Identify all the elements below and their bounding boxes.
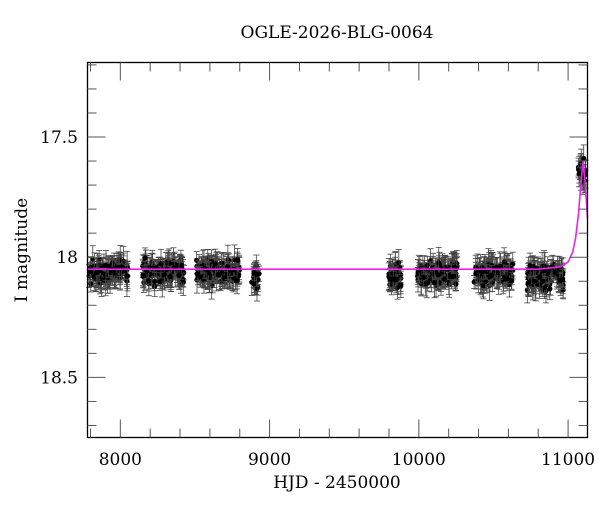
chart-title: OGLE-2026-BLG-0064 xyxy=(241,23,434,43)
plot-frame xyxy=(86,61,589,439)
x-tick-label: 9000 xyxy=(248,450,291,470)
y-tick-label: 18 xyxy=(56,248,78,268)
axis-ticks xyxy=(87,62,588,438)
y-axis-label: I magnitude xyxy=(12,198,32,302)
y-tick-label: 18.5 xyxy=(40,368,78,388)
y-tick-label: 17.5 xyxy=(40,128,78,148)
y-tick-labels: 17.5 18 18.5 xyxy=(40,128,78,388)
x-tick-label: 8000 xyxy=(99,450,142,470)
x-tick-labels: 8000 9000 10000 11000 xyxy=(99,450,595,470)
x-tick-label: 11000 xyxy=(541,450,595,470)
data-layer xyxy=(86,144,589,304)
x-tick-label: 10000 xyxy=(392,450,446,470)
x-axis-label: HJD - 2450000 xyxy=(273,473,401,493)
